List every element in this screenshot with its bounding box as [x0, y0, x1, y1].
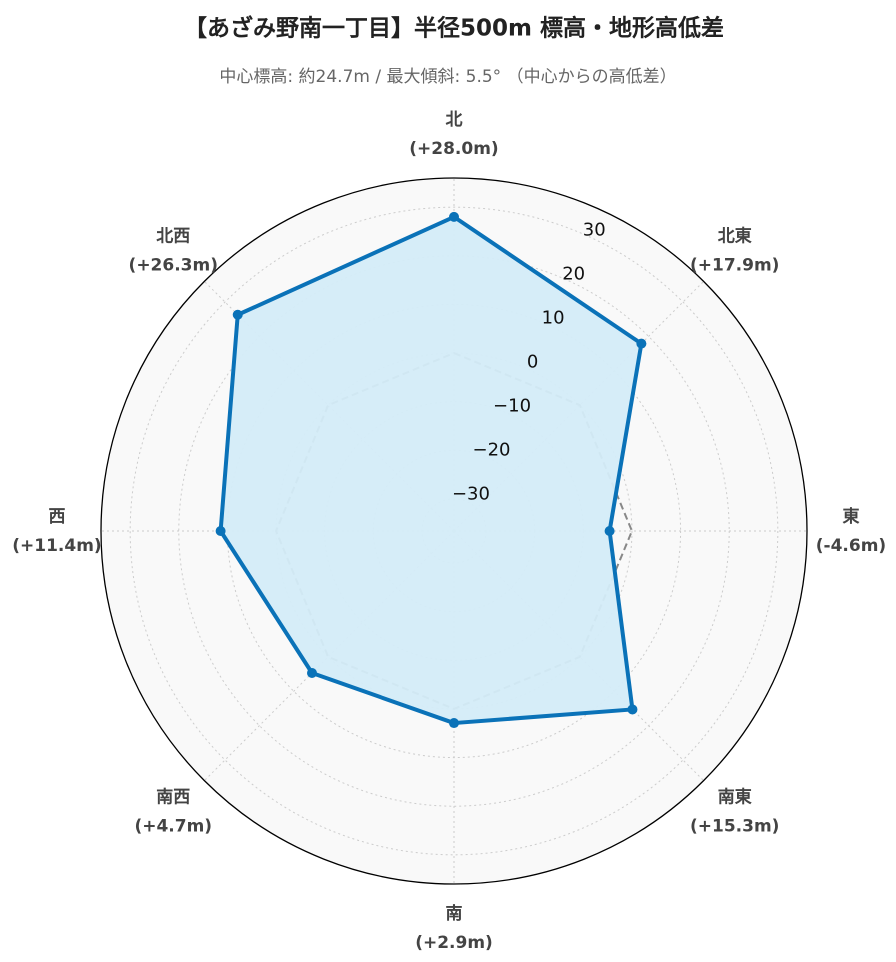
r-tick-label: 30 — [583, 219, 606, 240]
category-label: 東 — [843, 506, 860, 527]
chart-subtitle: 中心標高: 約24.7m / 最大傾斜: 5.5° （中心からの高低差） — [219, 67, 676, 87]
r-tick-label: 0 — [527, 351, 538, 372]
category-label: 北西 — [156, 226, 190, 246]
point — [627, 704, 638, 715]
grid-circle — [275, 352, 633, 710]
value-label: (-4.6m) — [816, 536, 886, 556]
point — [449, 211, 459, 222]
point — [232, 309, 243, 320]
point — [215, 526, 226, 536]
point — [449, 718, 459, 729]
area — [220, 216, 642, 724]
category-label: 南西 — [156, 787, 190, 808]
point — [307, 667, 318, 678]
r-tick-label: −30 — [452, 484, 490, 505]
category-label: 南 — [446, 903, 463, 924]
grid-circle — [129, 206, 779, 856]
point — [636, 338, 647, 349]
value-label: (+17.9m) — [690, 255, 779, 275]
point — [604, 526, 615, 536]
value-label: (+2.9m) — [415, 933, 493, 953]
category-label: 北 — [446, 110, 463, 130]
value-label: (+15.3m) — [690, 817, 779, 837]
value-label: (+11.4m) — [12, 536, 101, 556]
category-label: 南東 — [718, 787, 752, 808]
chart-title: 【あざみ野南一丁目】半径500m 標高・地形高低差 — [184, 15, 724, 42]
r-tick-label: 20 — [562, 263, 585, 284]
category-label: 西 — [49, 507, 66, 527]
value-label: (+26.3m) — [129, 255, 218, 275]
value-label: (+28.0m) — [409, 139, 498, 159]
r-tick-label: 10 — [542, 307, 565, 328]
r-tick-label: −10 — [493, 396, 531, 417]
r-tick-label: −20 — [472, 440, 510, 461]
category-label: 北東 — [718, 225, 752, 246]
outer-circle — [100, 177, 808, 885]
value-label: (+4.7m) — [134, 817, 212, 837]
